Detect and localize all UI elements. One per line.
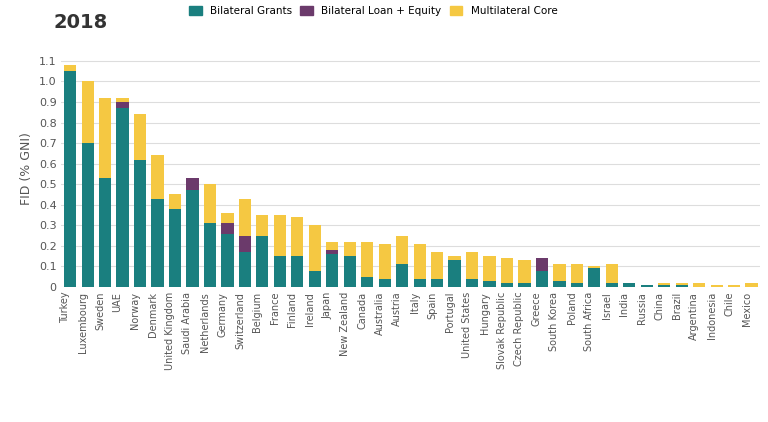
- Bar: [693, 283, 705, 287]
- Bar: [326, 254, 339, 287]
- Bar: [676, 285, 688, 287]
- Bar: [466, 252, 478, 279]
- Bar: [710, 285, 723, 287]
- Bar: [221, 233, 233, 287]
- Bar: [466, 279, 478, 287]
- Bar: [396, 235, 409, 264]
- Text: 2018: 2018: [54, 13, 108, 32]
- Bar: [483, 281, 495, 287]
- Bar: [536, 258, 548, 271]
- Bar: [309, 271, 321, 287]
- Bar: [518, 283, 531, 287]
- Bar: [606, 283, 618, 287]
- Bar: [309, 225, 321, 271]
- Bar: [257, 215, 269, 235]
- Bar: [169, 195, 181, 209]
- Bar: [151, 199, 164, 287]
- Bar: [343, 242, 356, 256]
- Bar: [483, 256, 495, 281]
- Bar: [134, 114, 146, 160]
- Bar: [571, 264, 583, 283]
- Bar: [449, 260, 461, 287]
- Bar: [431, 252, 443, 279]
- Bar: [413, 279, 425, 287]
- Bar: [204, 184, 216, 223]
- Bar: [361, 277, 373, 287]
- Bar: [134, 160, 146, 287]
- Bar: [169, 209, 181, 287]
- Bar: [221, 223, 233, 233]
- Legend: Bilateral Grants, Bilateral Loan + Equity, Multilateral Core: Bilateral Grants, Bilateral Loan + Equit…: [187, 4, 559, 18]
- Bar: [413, 244, 425, 279]
- Bar: [728, 285, 740, 287]
- Bar: [676, 283, 688, 285]
- Bar: [221, 213, 233, 223]
- Bar: [343, 256, 356, 287]
- Bar: [606, 264, 618, 283]
- Bar: [658, 285, 670, 287]
- Bar: [746, 283, 758, 287]
- Bar: [571, 283, 583, 287]
- Bar: [623, 283, 635, 287]
- Bar: [431, 279, 443, 287]
- Bar: [449, 256, 461, 260]
- Bar: [291, 217, 303, 256]
- Bar: [99, 98, 111, 178]
- Bar: [536, 271, 548, 287]
- Bar: [379, 244, 391, 279]
- Bar: [239, 235, 251, 252]
- Bar: [658, 283, 670, 285]
- Bar: [273, 256, 286, 287]
- Bar: [641, 285, 653, 287]
- Bar: [553, 281, 565, 287]
- Bar: [117, 108, 129, 287]
- Bar: [273, 215, 286, 256]
- Bar: [518, 260, 531, 283]
- Bar: [117, 98, 129, 102]
- Bar: [64, 71, 76, 287]
- Bar: [239, 199, 251, 235]
- Bar: [64, 65, 76, 71]
- Bar: [204, 223, 216, 287]
- Bar: [187, 178, 199, 190]
- Bar: [553, 264, 565, 281]
- Bar: [81, 81, 94, 143]
- Bar: [326, 242, 339, 250]
- Bar: [501, 283, 513, 287]
- Bar: [99, 178, 111, 287]
- Bar: [588, 266, 601, 268]
- Bar: [187, 190, 199, 287]
- Bar: [361, 242, 373, 277]
- Bar: [257, 235, 269, 287]
- Bar: [291, 256, 303, 287]
- Bar: [396, 264, 409, 287]
- Bar: [588, 268, 601, 287]
- Bar: [501, 258, 513, 283]
- Bar: [239, 252, 251, 287]
- Y-axis label: FID (% GNI): FID (% GNI): [20, 133, 33, 205]
- Bar: [151, 155, 164, 199]
- Bar: [117, 102, 129, 108]
- Bar: [326, 250, 339, 254]
- Bar: [379, 279, 391, 287]
- Bar: [81, 143, 94, 287]
